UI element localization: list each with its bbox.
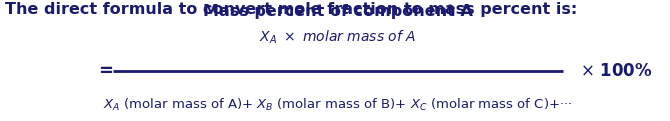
Text: $\times$ $\mathbf{100\%}$: $\times$ $\mathbf{100\%}$ [580, 62, 652, 80]
Text: =: = [98, 62, 113, 80]
Text: Mass percent of component A: Mass percent of component A [203, 4, 472, 19]
Text: $\mathit{X_A}$ (molar mass of A)+ $\mathit{X_B}$ (molar mass of B)+ $\mathit{X_C: $\mathit{X_A}$ (molar mass of A)+ $\math… [103, 97, 572, 113]
Text: The direct formula to convert mole fraction to mass percent is:: The direct formula to convert mole fract… [5, 2, 578, 17]
Text: $\mathit{X_A}\ \times\ \mathit{molar\ mass\ of\ A}$: $\mathit{X_A}\ \times\ \mathit{molar\ ma… [259, 29, 416, 46]
